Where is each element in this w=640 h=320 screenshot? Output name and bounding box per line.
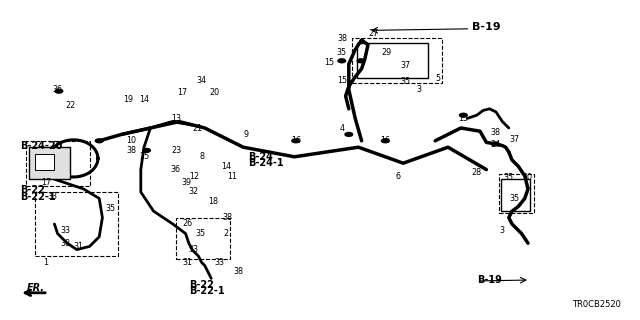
Text: B-19: B-19 (472, 22, 501, 32)
Text: 6: 6 (396, 172, 401, 180)
Text: 35: 35 (503, 173, 513, 182)
Text: 16: 16 (291, 136, 301, 145)
Text: 25: 25 (139, 152, 149, 161)
Text: 31: 31 (182, 258, 193, 267)
Text: 28: 28 (471, 168, 481, 177)
Text: 23: 23 (171, 146, 181, 155)
Text: 10: 10 (126, 136, 136, 145)
Text: B-24-20: B-24-20 (20, 140, 63, 151)
Text: 3: 3 (417, 85, 422, 94)
Text: 15: 15 (458, 114, 468, 123)
Text: 17: 17 (177, 88, 188, 97)
Text: 34: 34 (196, 76, 207, 84)
Bar (176, 218, 230, 259)
Text: 16: 16 (380, 136, 390, 145)
Text: 24: 24 (490, 140, 500, 148)
Text: 9: 9 (244, 130, 249, 139)
Circle shape (338, 59, 346, 63)
Text: 33: 33 (189, 245, 199, 254)
Text: 33: 33 (60, 226, 70, 235)
Text: 2: 2 (223, 229, 228, 238)
Text: 35: 35 (401, 77, 411, 86)
Text: B-24: B-24 (248, 152, 273, 162)
Bar (26, 141, 90, 186)
Text: 12: 12 (189, 172, 199, 180)
Text: 5: 5 (435, 74, 440, 83)
Text: 18: 18 (208, 197, 218, 206)
Text: 37: 37 (509, 135, 520, 144)
Text: 36: 36 (52, 85, 63, 94)
Text: 13: 13 (171, 114, 181, 123)
Circle shape (357, 59, 365, 63)
Text: B-22-1: B-22-1 (189, 286, 225, 296)
Circle shape (292, 139, 300, 143)
Text: 35: 35 (509, 194, 520, 203)
Bar (357, 43, 428, 78)
Text: 29: 29 (381, 48, 392, 57)
Text: 35: 35 (337, 48, 347, 57)
Bar (352, 38, 442, 83)
Text: 36: 36 (170, 165, 180, 174)
Text: 33: 33 (214, 258, 225, 267)
Text: 26: 26 (182, 220, 193, 228)
Bar (35, 154, 54, 170)
Bar (29, 147, 70, 179)
Text: 38: 38 (337, 34, 348, 43)
Text: B-22: B-22 (189, 280, 214, 290)
Text: 20: 20 (209, 88, 220, 97)
Text: 38: 38 (234, 268, 244, 276)
Text: 4: 4 (340, 124, 345, 132)
Text: 33: 33 (47, 192, 58, 201)
Text: 38: 38 (490, 128, 500, 137)
Text: 39: 39 (182, 178, 192, 187)
Bar (499, 174, 534, 213)
Bar (501, 179, 530, 211)
Text: 35: 35 (105, 204, 115, 212)
Text: 14: 14 (221, 162, 231, 171)
Circle shape (381, 139, 389, 143)
Text: 1: 1 (44, 258, 49, 267)
Text: 11: 11 (227, 172, 237, 180)
Text: B-22: B-22 (20, 185, 45, 196)
Text: 3: 3 (499, 226, 504, 235)
Bar (35, 192, 118, 256)
Text: 30: 30 (522, 173, 532, 182)
Circle shape (95, 139, 103, 143)
Text: 14: 14 (139, 95, 149, 104)
Text: 7: 7 (525, 188, 530, 196)
Text: 38: 38 (60, 239, 70, 248)
Text: 35: 35 (195, 229, 205, 238)
Text: B-19: B-19 (477, 275, 502, 285)
Text: 17: 17 (41, 178, 51, 187)
Text: 38: 38 (222, 213, 232, 222)
Circle shape (460, 113, 467, 117)
Circle shape (55, 89, 63, 93)
Text: 15: 15 (337, 76, 348, 84)
Text: 21: 21 (192, 124, 202, 132)
Text: FR.: FR. (27, 283, 45, 293)
Text: 37: 37 (401, 61, 411, 70)
Text: 15: 15 (324, 58, 334, 67)
Text: 19: 19 (123, 95, 133, 104)
Text: B-24-1: B-24-1 (248, 158, 284, 168)
Text: 27: 27 (368, 29, 378, 38)
Circle shape (492, 142, 499, 146)
Text: B-22-1: B-22-1 (20, 192, 56, 202)
Text: 32: 32 (188, 188, 198, 196)
Circle shape (345, 132, 353, 136)
Circle shape (143, 148, 150, 152)
Text: 31: 31 (73, 242, 83, 251)
Text: 8: 8 (199, 152, 204, 161)
Text: TR0CB2520: TR0CB2520 (572, 300, 621, 309)
Text: 38: 38 (126, 146, 136, 155)
Text: 22: 22 (65, 101, 76, 110)
